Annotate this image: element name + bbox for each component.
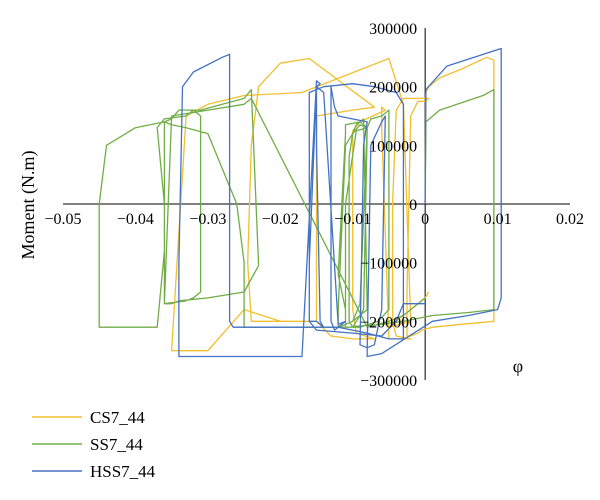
y-tick-label: 100000 [369,138,417,155]
x-tick-label: −0.01 [334,211,371,228]
y-tick-label: 200000 [369,80,417,97]
legend-label: HSS7_44 [90,462,156,481]
series-line-ss7-44 [98,88,495,328]
y-tick-label: −200000 [360,314,417,331]
legend-label: CS7_44 [90,408,145,427]
y-tick-label: −100000 [360,256,417,273]
series-line-cs7-44 [170,56,495,352]
x-tick-label: −0.05 [44,211,81,228]
x-axis-title: φ [513,356,523,376]
x-tick-label: 0 [421,211,429,228]
series-layer [98,47,502,358]
series-line-hss7-44 [178,47,502,358]
x-tick-label: −0.02 [262,211,299,228]
x-tick-label: −0.04 [117,211,154,228]
legend: CS7_44 SS7_44 HSS7_44 [32,408,156,481]
y-tick-label: −300000 [360,373,417,390]
x-tick-labels: −0.05 −0.04 −0.03 −0.02 −0.01 0 0.01 0.02 [44,211,584,228]
legend-label: SS7_44 [90,435,143,454]
y-tick-label: 0 [409,197,417,214]
y-tick-labels: −300000 −200000 −100000 0 100000 200000 300000 [360,21,417,390]
x-tick-label: −0.03 [189,211,226,228]
x-tick-label: 0.01 [484,211,512,228]
y-tick-label: 300000 [369,21,417,38]
y-axis-title: Moment (N.m) [18,151,39,260]
x-tick-label: 0.02 [556,211,584,228]
